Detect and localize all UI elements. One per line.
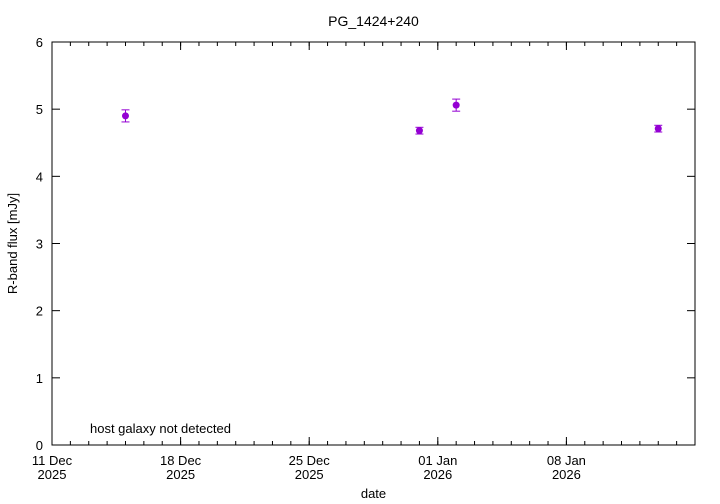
data-point xyxy=(654,125,662,133)
x-tick-label-year: 2025 xyxy=(166,467,195,482)
x-tick-label-year: 2026 xyxy=(552,467,581,482)
x-tick-label-year: 2025 xyxy=(38,467,67,482)
x-axis-label: date xyxy=(361,486,386,501)
data-point xyxy=(121,112,129,120)
x-tick-label-date: 18 Dec xyxy=(160,453,202,468)
y-tick-label: 3 xyxy=(36,237,43,252)
chart-title: PG_1424+240 xyxy=(328,13,419,29)
data-point xyxy=(415,127,423,135)
y-tick-label: 0 xyxy=(36,438,43,453)
y-tick-label: 1 xyxy=(36,371,43,386)
y-tick-label: 4 xyxy=(36,169,43,184)
data-points xyxy=(121,98,663,135)
y-ticks: 0 1 2 3 4 5 6 xyxy=(36,35,695,453)
y-tick-label: 5 xyxy=(36,102,43,117)
x-tick-label-date: 11 Dec xyxy=(32,453,73,468)
annotation-text: host galaxy not detected xyxy=(90,421,231,436)
x-tick-label-year: 2026 xyxy=(423,467,452,482)
x-tick-label-date: 01 Jan xyxy=(418,453,457,468)
data-point xyxy=(452,101,460,109)
x-tick-label-year: 2025 xyxy=(295,467,324,482)
y-axis-label: R-band flux [mJy] xyxy=(5,193,20,294)
y-tick-label: 6 xyxy=(36,35,43,50)
x-tick-label-date: 08 Jan xyxy=(547,453,586,468)
x-tick-label-date: 25 Dec xyxy=(289,453,331,468)
y-tick-label: 2 xyxy=(36,304,43,319)
plot-frame xyxy=(51,41,696,446)
